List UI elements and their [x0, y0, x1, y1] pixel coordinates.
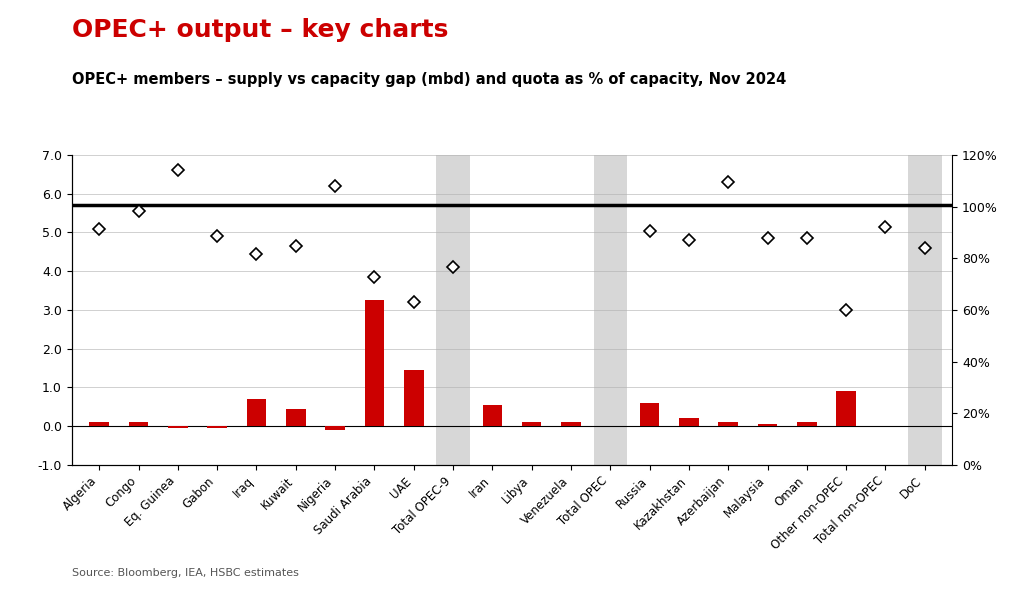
Bar: [326, 426, 345, 430]
Text: OPEC+ members – supply vs capacity gap (mbd) and quota as % of capacity, Nov 202: OPEC+ members – supply vs capacity gap (…: [72, 72, 786, 86]
Bar: [482, 405, 502, 426]
Bar: [797, 422, 817, 426]
Bar: [129, 422, 148, 426]
Bar: [908, 155, 941, 465]
Bar: [403, 370, 424, 426]
Bar: [207, 426, 227, 428]
Bar: [758, 424, 777, 426]
Bar: [365, 300, 384, 426]
Bar: [522, 422, 542, 426]
Text: Source: Bloomberg, IEA, HSBC estimates: Source: Bloomberg, IEA, HSBC estimates: [72, 568, 299, 578]
Bar: [837, 392, 856, 426]
Text: OPEC+ output – key charts: OPEC+ output – key charts: [72, 18, 449, 42]
Bar: [89, 422, 109, 426]
Bar: [247, 399, 266, 426]
Bar: [719, 422, 738, 426]
Bar: [286, 409, 305, 426]
Bar: [168, 426, 187, 428]
Bar: [436, 155, 470, 465]
Bar: [640, 403, 659, 426]
Bar: [679, 418, 698, 426]
Bar: [561, 422, 581, 426]
Bar: [594, 155, 627, 465]
